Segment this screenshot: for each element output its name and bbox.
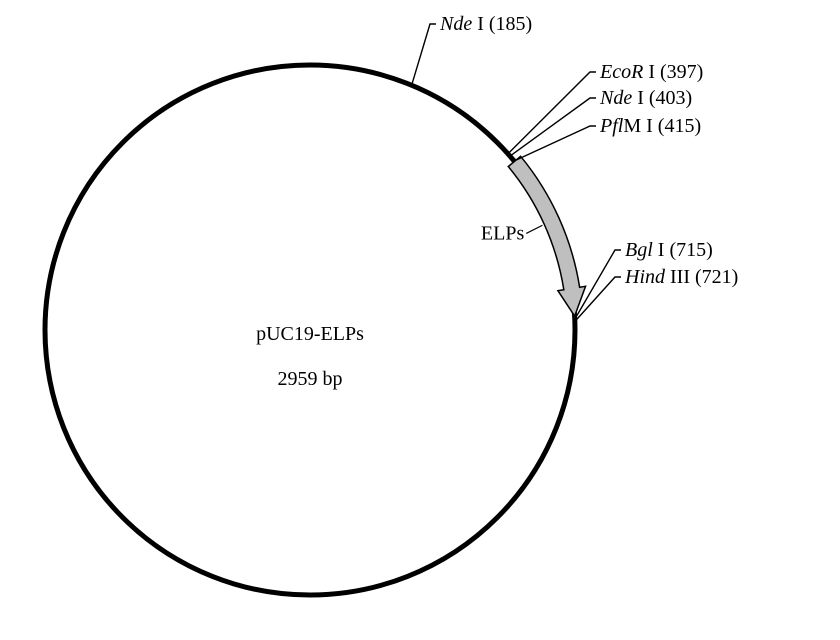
site-label: Bgl I (715)	[625, 239, 713, 261]
plasmid-name: pUC19-ELPs	[256, 323, 364, 345]
site-label: PflM I (415)	[599, 115, 701, 137]
site-label: Nde I (185)	[439, 13, 532, 35]
site-label: Hind III (721)	[624, 266, 738, 288]
site-labels: Nde I (185) EcoR I (397) Nde I (403) PflM I…	[439, 13, 738, 288]
site-label: EcoR I (397)	[599, 61, 703, 83]
plasmid-size: 2959 bp	[278, 368, 343, 390]
feature-label: ELPs	[481, 222, 525, 244]
site-label: Nde I (403)	[599, 87, 692, 109]
